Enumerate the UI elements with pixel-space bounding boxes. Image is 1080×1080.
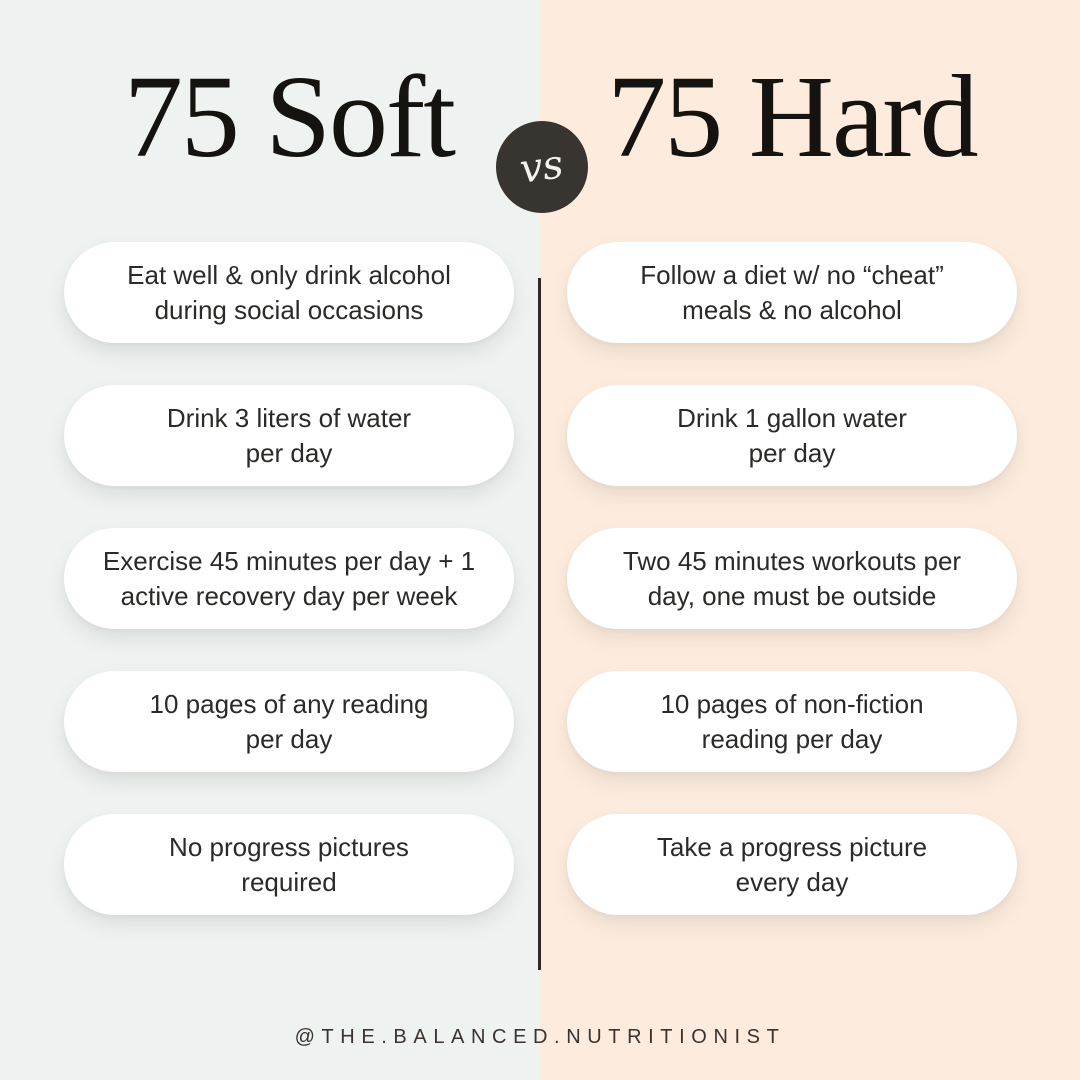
rule-pill: Follow a diet w/ no “cheat” meals & no a… xyxy=(567,242,1017,343)
rule-pill: 10 pages of non-fiction reading per day xyxy=(567,671,1017,772)
rule-pill: No progress pictures required xyxy=(64,814,514,915)
rule-line: Take a progress picture xyxy=(656,831,928,862)
rule-line: 10 pages of any reading xyxy=(149,688,429,719)
rule-pill: Take a progress picture every day xyxy=(567,814,1017,915)
rule-line: 10 pages of non-fiction xyxy=(660,688,924,719)
rule-pill: Two 45 minutes workouts per day, one mus… xyxy=(567,528,1017,629)
rule-line: per day xyxy=(748,437,836,468)
rule-line: No progress pictures xyxy=(169,831,409,862)
column-divider xyxy=(538,278,541,970)
right-rules-column: Follow a diet w/ no “cheat” meals & no a… xyxy=(567,242,1017,915)
rule-line: Drink 1 gallon water xyxy=(677,402,907,433)
rule-line: Drink 3 liters of water xyxy=(166,402,412,433)
vs-label: vs xyxy=(517,141,567,193)
rule-line: during social occasions xyxy=(154,294,424,325)
rule-line: Exercise 45 minutes per day + 1 xyxy=(102,545,476,576)
rule-pill: Eat well & only drink alcohol during soc… xyxy=(64,242,514,343)
left-column-title: 75 Soft xyxy=(123,51,456,182)
rule-line: meals & no alcohol xyxy=(682,294,902,325)
rule-pill: Drink 1 gallon water per day xyxy=(567,385,1017,486)
rule-line: every day xyxy=(735,866,849,897)
rule-pill: Exercise 45 minutes per day + 1 active r… xyxy=(64,528,514,629)
left-rules-column: Eat well & only drink alcohol during soc… xyxy=(64,242,514,915)
rule-line: per day xyxy=(245,723,333,754)
rule-line: per day xyxy=(245,437,333,468)
rule-line: day, one must be outside xyxy=(647,580,937,611)
rule-line: required xyxy=(241,866,337,897)
rule-pill: Drink 3 liters of water per day xyxy=(64,385,514,486)
rule-pill: 10 pages of any reading per day xyxy=(64,671,514,772)
rule-line: Eat well & only drink alcohol xyxy=(127,259,451,290)
rule-line: active recovery day per week xyxy=(120,580,458,611)
rule-line: Follow a diet w/ no “cheat” xyxy=(640,259,944,290)
rule-line: Two 45 minutes workouts per xyxy=(622,545,962,576)
rule-line: reading per day xyxy=(701,723,883,754)
vs-badge: vs xyxy=(496,121,588,213)
instagram-handle: @THE.BALANCED.NUTRITIONIST xyxy=(294,1026,786,1048)
right-column-title: 75 Hard xyxy=(607,51,978,182)
